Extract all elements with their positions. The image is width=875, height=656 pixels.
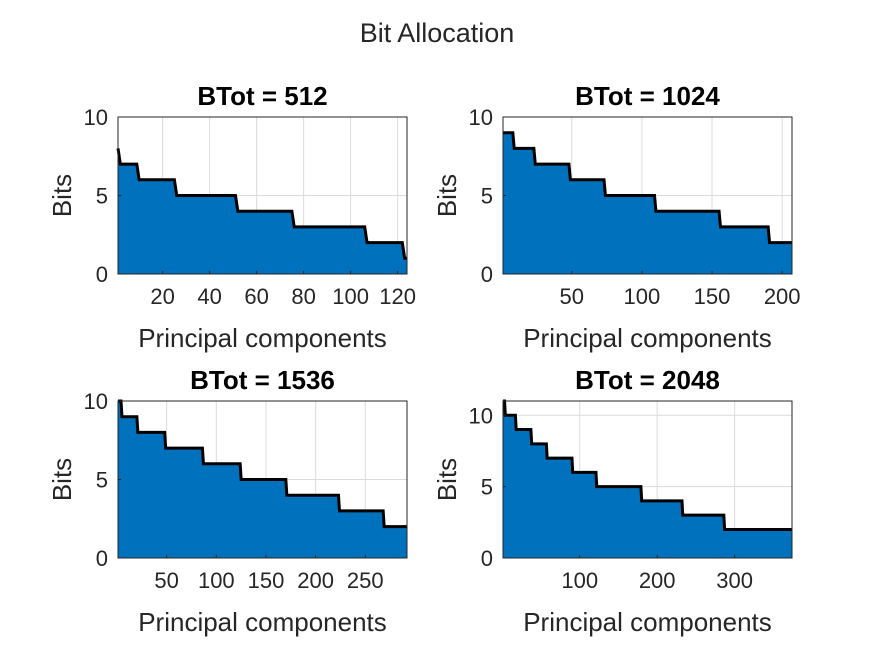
x-tick-label: 150 (248, 568, 285, 593)
y-axis-label: Bits (47, 174, 77, 217)
x-tick-label: 150 (694, 284, 731, 309)
y-tick-label: 0 (96, 546, 108, 571)
y-tick-label: 10 (84, 105, 108, 130)
y-tick-label: 0 (481, 262, 493, 287)
y-tick-label: 5 (481, 184, 493, 209)
bit-allocation-line (116, 148, 407, 260)
x-tick-label: 200 (297, 568, 334, 593)
x-tick-label: 60 (244, 284, 268, 309)
bit-allocation-area (503, 401, 792, 558)
subplot-btot-1024: 50 100 150 200 0 5 10 BTot = 1024 Principal comp… (432, 81, 801, 353)
subplot-title: BTot = 512 (197, 81, 327, 111)
bit-allocation-area (503, 132, 792, 274)
y-tick-label: 5 (96, 184, 108, 209)
x-tick-label: 200 (764, 284, 801, 309)
subplot-btot-2048: 100 200 300 0 5 10 BTot = 2048 Principal compon… (432, 365, 793, 637)
x-axis-label: Principal components (523, 323, 772, 353)
subplot-btot-1536: 50 100 150 200 250 0 5 10 BTot = 1536 Principal c… (47, 365, 408, 637)
x-tick-label: 100 (198, 568, 235, 593)
y-tick-label: 0 (96, 262, 108, 287)
x-tick-label: 20 (150, 284, 174, 309)
x-tick-label: 300 (716, 568, 753, 593)
x-tick-label: 50 (154, 568, 178, 593)
y-tick-label: 0 (481, 546, 493, 571)
x-tick-label: 200 (639, 568, 676, 593)
y-axis-label: Bits (432, 174, 462, 217)
x-axis-label: Principal components (523, 607, 772, 637)
subplot-title: BTot = 1536 (190, 365, 335, 395)
x-tick-label: 100 (332, 284, 369, 309)
x-axis-label: Principal components (138, 607, 387, 637)
bit-allocation-line (118, 399, 407, 529)
x-tick-label: 100 (624, 284, 661, 309)
bit-allocation-line (503, 399, 792, 531)
y-tick-label: 10 (469, 105, 493, 130)
bit-allocation-line (503, 131, 792, 245)
figure-title: Bit Allocation (360, 18, 515, 48)
y-tick-label: 10 (469, 403, 493, 428)
x-tick-label: 50 (560, 284, 584, 309)
y-tick-label: 10 (84, 389, 108, 414)
subplot-title: BTot = 2048 (575, 365, 720, 395)
x-tick-label: 120 (379, 284, 416, 309)
x-axis-label: Principal components (138, 323, 387, 353)
x-tick-label: 40 (197, 284, 221, 309)
y-axis-label: Bits (432, 458, 462, 501)
axes-box (502, 400, 793, 559)
x-tick-label: 250 (347, 568, 384, 593)
y-tick-label: 5 (96, 468, 108, 493)
y-tick-label: 5 (481, 475, 493, 500)
subplot-title: BTot = 1024 (575, 81, 720, 111)
y-axis-label: Bits (47, 458, 77, 501)
x-tick-label: 100 (561, 568, 598, 593)
subplot-btot-512: 20 40 60 80 100 120 0 5 10 BTot = 512 Principal co… (47, 81, 416, 353)
x-tick-label: 80 (291, 284, 315, 309)
